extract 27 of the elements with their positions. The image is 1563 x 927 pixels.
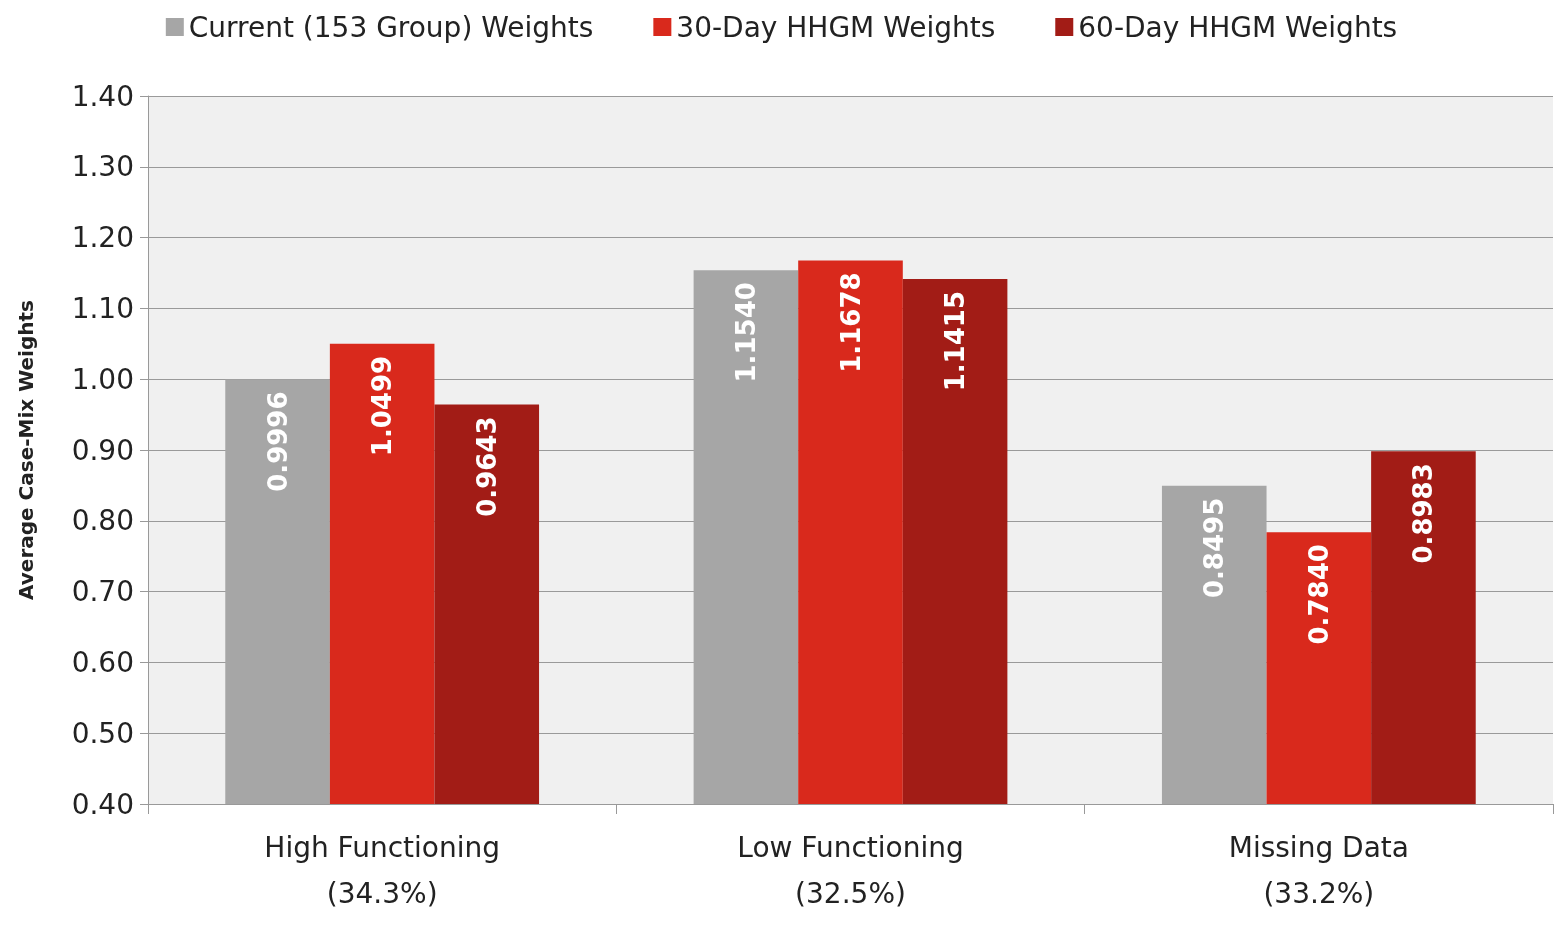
x-tick-label: High Functioning (34.3%) [264,830,500,910]
data-label: 1.1415 [940,291,971,392]
data-label: 1.1540 [730,282,761,383]
x-tick-label: Missing Data (33.2%) [1228,830,1409,910]
y-tick-label: 0.40 [71,787,134,821]
data-label: 1.1678 [835,272,866,373]
y-tick-label: 1.20 [71,221,134,255]
y-tick-label: 1.10 [71,291,134,325]
y-axis-title: Average Case-Mix Weights [14,300,38,600]
y-tick-label: 0.80 [71,504,134,538]
data-label: 0.8495 [1199,497,1230,599]
x-tick-label: Low Functioning (32.5%) [737,830,964,910]
data-label: 0.9996 [262,391,293,492]
data-label: 0.9643 [471,416,502,517]
y-tick-label: 0.90 [71,433,134,467]
y-tick-label: 0.50 [71,716,134,750]
legend-label: 60-Day HHGM Weights [1078,10,1398,44]
y-tick-label: 1.30 [71,150,134,184]
y-tick-label: 0.60 [71,645,134,679]
data-label: 0.7840 [1303,544,1334,645]
data-label: 1.0499 [367,355,398,457]
legend-label: Current (153 Group) Weights [188,10,594,44]
y-tick-label: 0.70 [71,575,134,609]
data-label: 0.8983 [1408,463,1439,564]
y-tick-label: 1.00 [71,362,134,396]
legend-label: 30-Day HHGM Weights [676,10,996,44]
y-tick-label: 1.40 [71,79,134,113]
